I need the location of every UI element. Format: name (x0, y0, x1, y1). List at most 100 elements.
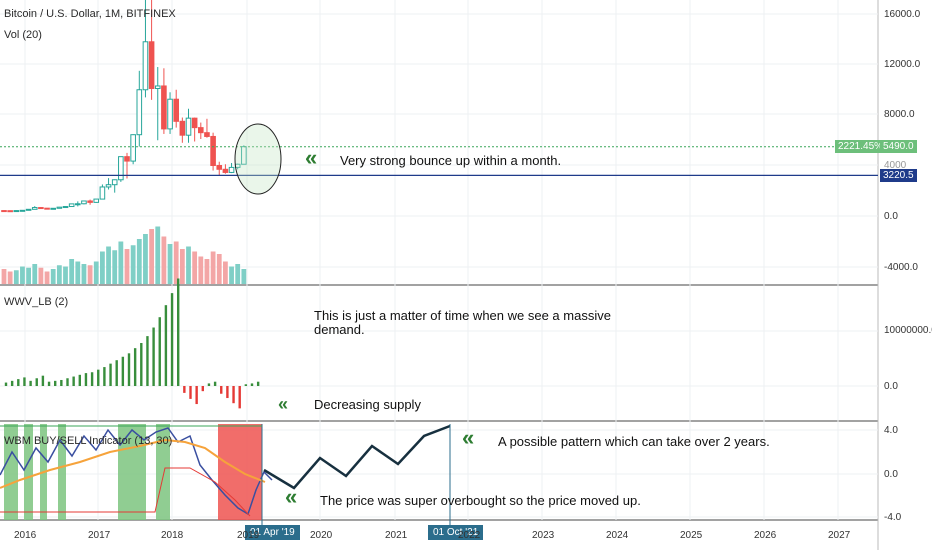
candlesticks (1, 0, 247, 213)
wbm-slow-line (0, 438, 266, 489)
volume-bar (143, 234, 148, 284)
wbm-signal-line (0, 467, 251, 517)
y-tick-label: 0.0 (884, 469, 898, 480)
volume-bar (63, 266, 68, 284)
wwv-bar (17, 379, 20, 386)
volume-bar (44, 271, 50, 284)
wwv-bar (220, 386, 223, 394)
candle-body (7, 210, 13, 213)
y-tick-label: 8000.0 (884, 109, 915, 120)
annotation-matter-line1: This is just a matter of time when we se… (314, 308, 611, 323)
volume-bar (198, 256, 204, 284)
volume-bar (32, 264, 38, 284)
overlays (0, 123, 878, 195)
candle-body (198, 127, 204, 134)
percent-tag: 2221.45% (835, 140, 887, 153)
wwv-bar (244, 384, 248, 386)
wwv-bar (213, 381, 217, 386)
x-tick-label: 2019 (237, 530, 260, 541)
y-tick-label: 4.0 (884, 425, 898, 436)
x-tick-label: 2017 (88, 530, 111, 541)
candle-body (204, 132, 210, 137)
volume-bar (216, 254, 222, 284)
volume-bar (130, 245, 136, 284)
chevron-left-icon: « (278, 394, 288, 414)
volume-bar (81, 264, 87, 284)
y-tick-label: 12000.0 (884, 59, 921, 70)
candle-body (75, 203, 81, 206)
wwv-bar (115, 360, 118, 386)
wwv-bar (41, 375, 45, 386)
candle-body (1, 210, 7, 213)
x-tick-label: 2022 (458, 530, 481, 541)
volume-bar (50, 269, 56, 284)
volume-bar (118, 241, 124, 284)
x-tick-label: 2021 (385, 530, 408, 541)
candle-body (25, 208, 32, 211)
volume-bar (241, 269, 247, 284)
candle-body (50, 207, 57, 210)
wwv-bar (23, 377, 26, 386)
wwv-bar (35, 378, 38, 386)
volume-bar (69, 259, 75, 284)
wwv-bar (109, 363, 112, 386)
volume-bar (161, 236, 167, 284)
annotation-overbought: The price was super overbought so the pr… (320, 493, 641, 508)
support-price-tag: 3220.5 (880, 169, 917, 182)
y-tick-label: 0.0 (884, 381, 898, 392)
wwv-bar (133, 348, 137, 386)
candle-body (99, 186, 106, 200)
volume-bars (1, 226, 247, 284)
price-tag-partial: 4000 (884, 160, 907, 171)
candle-body (44, 207, 50, 210)
wwv-bar (97, 369, 100, 386)
volume-bar (20, 266, 25, 284)
candle-body (167, 98, 173, 130)
volume-bar (13, 270, 19, 284)
wwv-bar (250, 383, 254, 386)
wbm-lines (0, 424, 451, 530)
wwv-bar (164, 305, 168, 386)
volume-bar (192, 251, 198, 284)
volume-bar (210, 251, 216, 284)
volume-title: Vol (20) (4, 29, 42, 41)
volume-bar (149, 229, 154, 284)
wwv-bar (10, 380, 14, 386)
annotation-matter-line2: demand. (314, 322, 365, 337)
candle-body (62, 206, 69, 209)
volume-bar (186, 246, 191, 284)
wwv-bar (170, 293, 174, 386)
wwv-bar (66, 378, 69, 386)
wwv-bar (201, 386, 204, 392)
volume-bar (75, 261, 81, 284)
candle-body (173, 98, 179, 122)
candle-body (111, 179, 118, 186)
wwv-bar (177, 278, 180, 386)
volume-bar (56, 265, 62, 284)
y-tick-label: 16000.0 (884, 9, 921, 20)
candle-body (136, 89, 143, 136)
wwv-bar (127, 353, 131, 386)
candle-body (148, 41, 155, 89)
wwv-bar (103, 367, 106, 386)
volume-bar (204, 259, 210, 284)
wwv-bars (4, 278, 260, 409)
volume-bar (100, 251, 105, 284)
candle-body (130, 134, 136, 162)
volume-bar (106, 246, 111, 284)
buy-zone (118, 424, 146, 520)
candle-body (142, 41, 149, 91)
wwv-bar (90, 372, 94, 386)
x-tick-label: 2024 (606, 530, 629, 541)
candle-body (228, 166, 235, 173)
candle-body (68, 203, 75, 208)
candle-body (56, 206, 63, 209)
wwv-bar (256, 381, 260, 386)
wwv-bar (238, 386, 241, 409)
candle-body (210, 135, 216, 166)
y-tick-label: 10000000.0 (884, 325, 932, 336)
annotation-pattern: A possible pattern which can take over 2… (498, 434, 770, 449)
wwv-bar (158, 317, 161, 386)
